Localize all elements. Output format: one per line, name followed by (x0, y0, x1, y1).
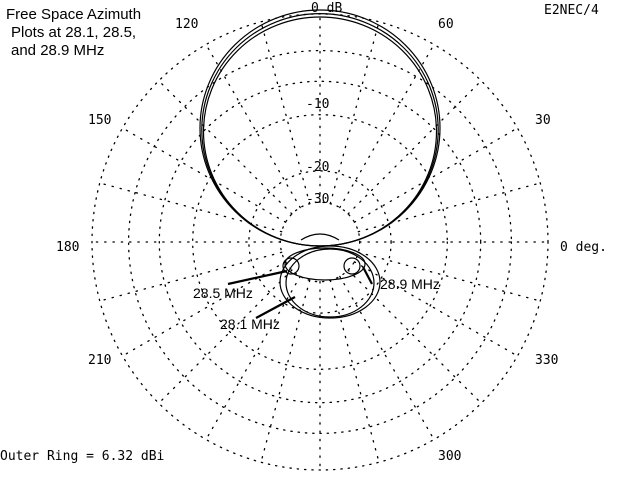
side-lobe-right (343, 257, 361, 275)
side-lobe-left (282, 257, 300, 275)
spoke-300deg (339, 275, 435, 441)
spoke-15deg (357, 182, 541, 233)
title-line-3: and 28.9 MHz (11, 42, 104, 59)
ring-minus-10db (192, 114, 448, 370)
ring-label-minus-30: -30 (306, 192, 329, 207)
spoke-105deg (260, 21, 311, 205)
angle-spokes (91, 13, 549, 471)
spoke-165deg (99, 182, 283, 233)
pattern-traces (199, 9, 441, 319)
angle-label-210: 210 (88, 353, 111, 368)
program-label: E2NEC/4 (544, 3, 599, 18)
label-28-1-mhz: 28.1 MHz (220, 316, 280, 332)
center-cusp (300, 233, 340, 241)
angle-label-120: 120 (175, 17, 198, 32)
spoke-60deg (339, 43, 435, 209)
leader-28-9-mhz (362, 266, 373, 285)
outer-ring-note: Outer Ring = 6.32 dBi (0, 449, 164, 464)
ring-minus-20db (248, 170, 392, 314)
title-line-1: Free Space Azimuth (6, 6, 141, 23)
leader-28-1-mhz (255, 296, 296, 319)
back-lobe-28-9 (279, 245, 381, 319)
ring-minus-3db (127, 49, 513, 435)
spoke-120deg (205, 43, 301, 209)
angle-label-0: 0 deg. (560, 240, 607, 255)
spoke-285deg (329, 279, 380, 463)
title-line-2: Plots at 28.1, 28.5, (11, 24, 136, 41)
forward-lobe-28-9 (202, 16, 438, 247)
angle-label-300: 300 (438, 449, 461, 464)
angle-label-180: 180 (56, 240, 79, 255)
spoke-45deg (347, 80, 482, 215)
spoke-195deg (99, 251, 283, 302)
spoke-255deg (260, 279, 311, 463)
angle-label-30: 30 (535, 113, 551, 128)
forward-lobe-28-5 (201, 13, 439, 247)
angle-label-330: 330 (535, 353, 558, 368)
ring-label-minus-10: -10 (306, 97, 329, 112)
back-lobe-28-1 (285, 248, 375, 318)
leader-28-5-mhz (227, 269, 288, 286)
angle-label-150: 150 (88, 113, 111, 128)
label-leaders (227, 266, 373, 319)
label-28-5-mhz: 28.5 MHz (193, 285, 253, 301)
angle-label-90: 0 dB (311, 1, 342, 16)
spoke-75deg (329, 21, 380, 205)
label-28-9-mhz: 28.9 MHz (380, 276, 440, 292)
ring-minus-6db (158, 80, 482, 404)
spoke-135deg (158, 80, 293, 215)
angle-label-60: 60 (438, 17, 454, 32)
back-lobe-28-5 (284, 247, 366, 281)
ring-label-minus-20: -20 (306, 160, 329, 175)
